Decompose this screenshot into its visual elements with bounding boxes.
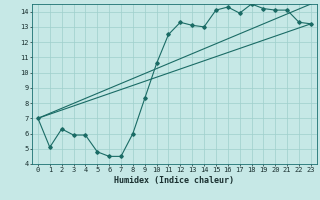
X-axis label: Humidex (Indice chaleur): Humidex (Indice chaleur) (115, 176, 234, 185)
